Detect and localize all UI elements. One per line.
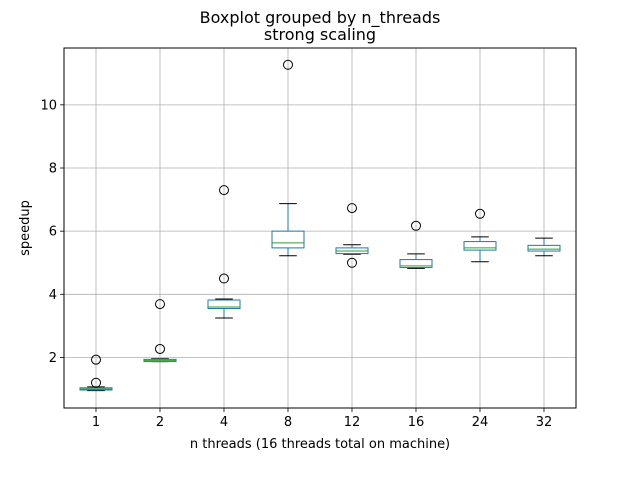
iqr-box bbox=[271, 230, 305, 249]
grid-layer bbox=[64, 48, 576, 408]
outlier-point bbox=[91, 377, 101, 388]
y-tick-label: 10 bbox=[40, 98, 57, 113]
x-tick-label: 24 bbox=[472, 415, 489, 430]
outlier-point bbox=[155, 299, 165, 310]
x-tick-label: 12 bbox=[344, 415, 361, 430]
iqr-box bbox=[463, 241, 497, 251]
chart-subtitle: strong scaling bbox=[263, 25, 377, 44]
outlier-point bbox=[347, 203, 357, 214]
iqr-box bbox=[527, 244, 561, 252]
outlier-point bbox=[347, 257, 357, 268]
box-group bbox=[527, 237, 561, 257]
plot-frame bbox=[63, 47, 577, 409]
y-tick-label: 8 bbox=[49, 162, 57, 177]
chart-title: Boxplot grouped by n_threads bbox=[199, 8, 441, 27]
outlier-point bbox=[475, 208, 485, 219]
box-group bbox=[335, 203, 369, 268]
y-tick-label: 4 bbox=[49, 288, 57, 303]
x-tick-label: 4 bbox=[220, 415, 228, 430]
x-tick-label: 1 bbox=[92, 415, 100, 430]
box-group bbox=[143, 299, 177, 363]
y-tick-label: 2 bbox=[49, 351, 57, 366]
y-axis-label: speedup bbox=[18, 200, 33, 256]
x-tick-label: 2 bbox=[156, 415, 164, 430]
x-tick-label: 8 bbox=[284, 415, 292, 430]
box-group bbox=[207, 185, 241, 319]
box-group bbox=[399, 220, 433, 269]
box-group bbox=[463, 208, 497, 263]
box-group bbox=[79, 354, 113, 392]
outlier-point bbox=[283, 59, 293, 70]
iqr-box bbox=[207, 299, 241, 310]
outlier-point bbox=[91, 354, 101, 365]
x-axis-label: n threads (16 threads total on machine) bbox=[190, 437, 450, 452]
x-tick-label: 32 bbox=[536, 415, 553, 430]
iqr-box bbox=[399, 259, 433, 268]
outlier-point bbox=[219, 273, 229, 284]
outlier-point bbox=[219, 185, 229, 196]
y-tick-label: 6 bbox=[49, 225, 57, 240]
box-group bbox=[271, 59, 305, 257]
x-tick-label: 16 bbox=[408, 415, 425, 430]
box-layer bbox=[79, 59, 561, 392]
outlier-point bbox=[155, 343, 165, 354]
outlier-point bbox=[411, 220, 421, 231]
